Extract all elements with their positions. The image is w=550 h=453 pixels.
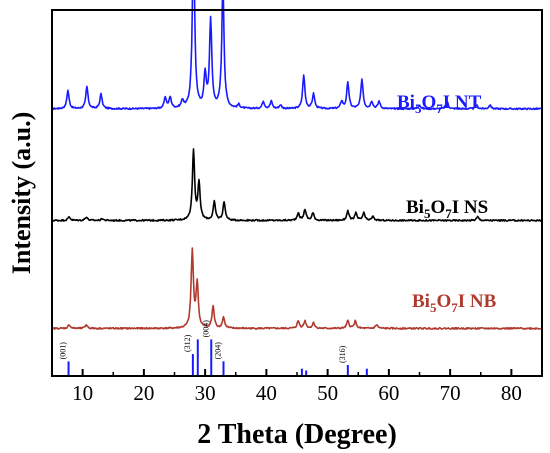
x-tick-label: 60 — [378, 381, 399, 405]
x-tick-label: 80 — [501, 381, 522, 405]
series-label-3: Bi5O7I NB — [412, 291, 497, 315]
x-tick-label: 30 — [195, 381, 216, 405]
x-tick-label: 70 — [440, 381, 461, 405]
reference-label: (204) — [214, 342, 223, 360]
reference-label: (312) — [183, 334, 192, 352]
reference-label: (004) — [201, 320, 210, 338]
series-line-3 — [51, 247, 543, 330]
series-line-1 — [51, 0, 543, 111]
x-tick-label: 20 — [133, 381, 154, 405]
series-layer — [51, 0, 543, 330]
x-axis-ticks: 10 20 30 40 50 60 70 80 — [51, 369, 543, 405]
series-label-1: Bi5O7I NT — [397, 92, 482, 116]
x-tick-label: 40 — [256, 381, 277, 405]
x-axis-title: 2 Theta (Degree) — [197, 419, 397, 450]
reference-label: (316) — [338, 345, 347, 363]
series-labels: Bi5O7I NT Bi5O7I NS Bi5O7I NB — [397, 92, 497, 315]
reference-label: (001) — [59, 342, 68, 360]
series-line-2 — [51, 148, 543, 222]
y-axis-title: Intensity (a.u.) — [7, 112, 36, 275]
x-tick-label: 10 — [72, 381, 93, 405]
series-label-2: Bi5O7I NS — [406, 197, 488, 221]
x-tick-label: 50 — [317, 381, 338, 405]
reference-pattern: (001) (312) (004) (204) (316) — [59, 320, 368, 376]
